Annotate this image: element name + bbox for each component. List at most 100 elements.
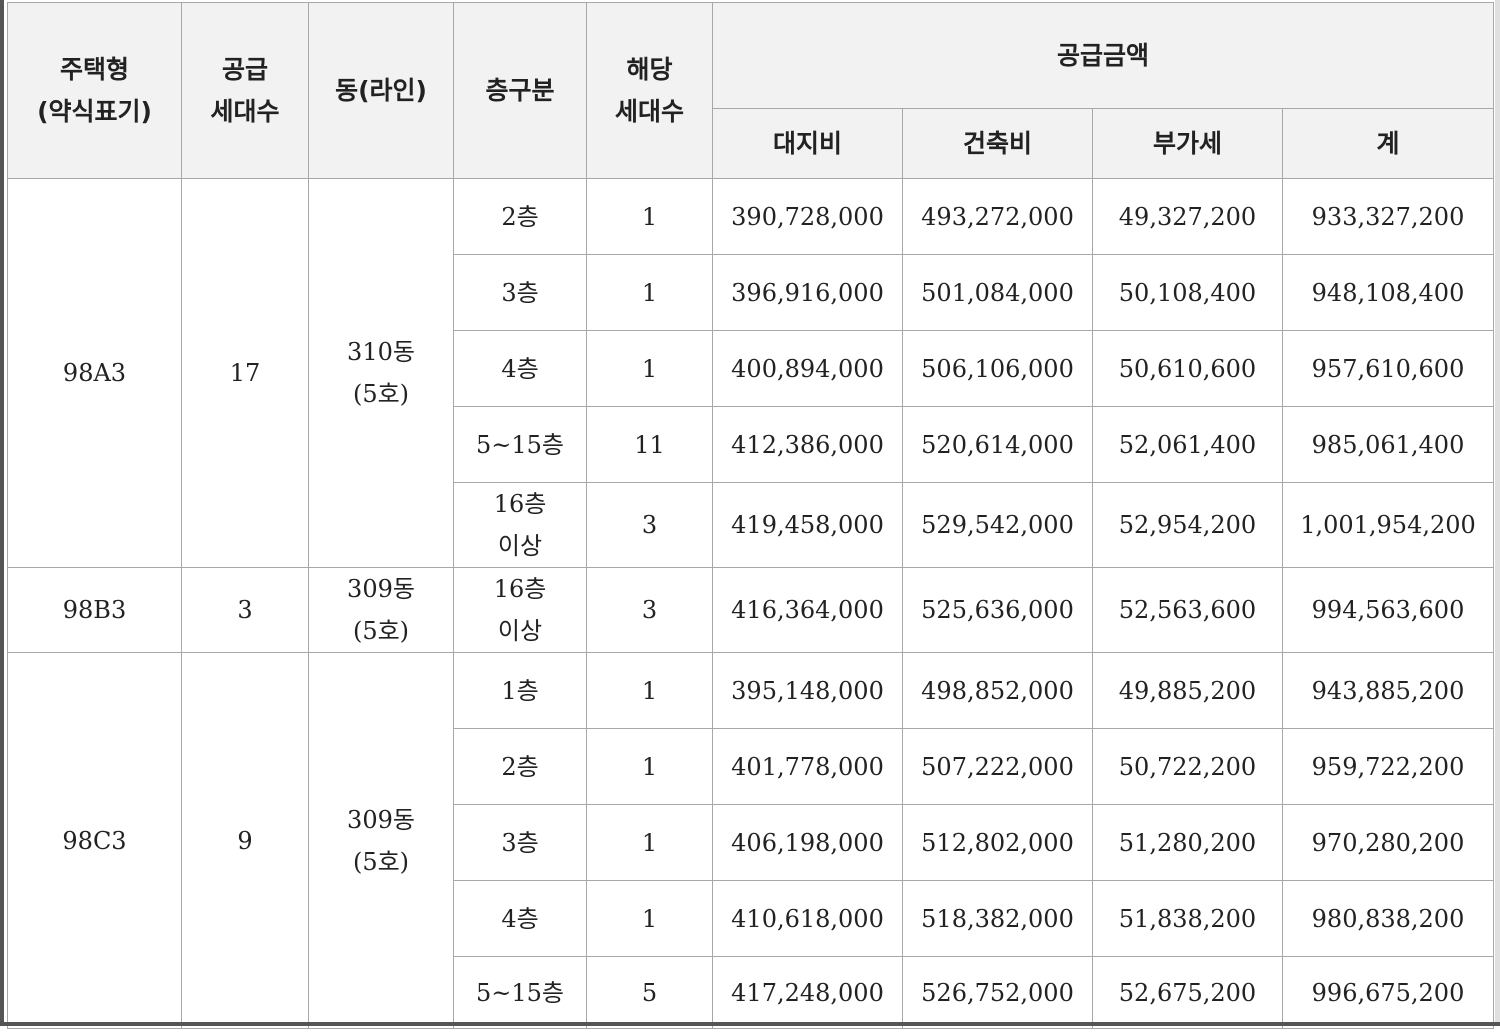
building-line-cell: 310동 (5호) [308, 178, 454, 568]
total-cell: 1,001,954,200 [1281, 482, 1495, 568]
table-right-edge [1495, 0, 1500, 1024]
building-cost-cell: 498,852,000 [902, 652, 1093, 729]
building-cost-cell: 518,382,000 [902, 880, 1093, 957]
vat-cell: 50,108,400 [1092, 254, 1283, 331]
vat-cell: 52,954,200 [1092, 482, 1283, 568]
table-header: 주택형 (약식표기) 공급 세대수 동(라인) 층구분 해당 세대수 공급금액 … [7, 2, 1495, 179]
floor-cell: 4층 [453, 880, 587, 957]
header-total: 계 [1281, 108, 1495, 179]
land-cost-cell: 395,148,000 [712, 652, 903, 729]
building-cost-cell: 507,222,000 [902, 728, 1093, 805]
count-cell: 1 [586, 728, 713, 805]
house-type-cell: 98C3 [7, 652, 182, 1029]
land-cost-cell: 416,364,000 [712, 567, 903, 653]
table-row: 4층 1 400,894,000 506,106,000 50,610,600 … [8, 330, 1495, 407]
floor-cell: 3층 [453, 804, 587, 881]
building-cost-cell: 512,802,000 [902, 804, 1093, 881]
count-cell: 1 [586, 880, 713, 957]
building-line-cell: 309동 (5호) [308, 567, 454, 653]
count-cell: 1 [586, 330, 713, 407]
building-cost-cell: 529,542,000 [902, 482, 1093, 568]
supply-price-table: 주택형 (약식표기) 공급 세대수 동(라인) 층구분 해당 세대수 공급금액 … [7, 2, 1495, 1029]
total-cell: 959,722,200 [1281, 728, 1495, 805]
table-left-border [0, 0, 4, 1024]
vat-cell: 50,610,600 [1092, 330, 1283, 407]
total-cell: 994,563,600 [1281, 567, 1495, 653]
vat-cell: 49,327,200 [1092, 178, 1283, 255]
floor-cell: 16층 이상 [453, 482, 587, 568]
vat-cell: 51,280,200 [1092, 804, 1283, 881]
total-cell: 933,327,200 [1281, 178, 1495, 255]
table-row: 98B3 3 309동 (5호) 16층 이상 3 416,364,000 52… [7, 567, 1495, 653]
house-type-cell: 98B3 [7, 567, 182, 653]
table-row: 16층 이상 3 419,458,000 529,542,000 52,954,… [8, 482, 1495, 568]
table-row: 4층 1 410,618,000 518,382,000 51,838,200 … [8, 880, 1495, 957]
table-row: 3층 1 396,916,000 501,084,000 50,108,400 … [8, 254, 1495, 331]
supply-units-cell: 17 [181, 178, 309, 568]
total-cell: 943,885,200 [1281, 652, 1495, 729]
vat-cell: 52,675,200 [1092, 956, 1283, 1029]
count-cell: 1 [586, 254, 713, 331]
land-cost-cell: 401,778,000 [712, 728, 903, 805]
floor-cell: 5~15층 [453, 956, 587, 1029]
header-building-cost: 건축비 [902, 108, 1093, 179]
table-row: 5~15층 11 412,386,000 520,614,000 52,061,… [8, 406, 1495, 483]
total-cell: 957,610,600 [1281, 330, 1495, 407]
floor-cell: 4층 [453, 330, 587, 407]
vat-cell: 49,885,200 [1092, 652, 1283, 729]
building-cost-cell: 526,752,000 [902, 956, 1093, 1029]
header-floor-group: 층구분 [453, 2, 587, 179]
header-supply-amount: 공급금액 [711, 2, 1495, 109]
count-cell: 1 [586, 178, 713, 255]
supply-units-cell: 9 [181, 652, 309, 1029]
land-cost-cell: 419,458,000 [712, 482, 903, 568]
total-cell: 980,838,200 [1281, 880, 1495, 957]
floor-cell: 2층 [453, 728, 587, 805]
building-cost-cell: 525,636,000 [902, 567, 1093, 653]
floor-cell: 1층 [453, 652, 587, 729]
vat-cell: 52,061,400 [1092, 406, 1283, 483]
price-table-container: 주택형 (약식표기) 공급 세대수 동(라인) 층구분 해당 세대수 공급금액 … [7, 2, 1495, 1029]
header-land-cost: 대지비 [712, 108, 903, 179]
table-bottom-border [0, 1022, 1500, 1026]
land-cost-cell: 410,618,000 [712, 880, 903, 957]
table-row: 98C3 9 309동 (5호) 1층 1 395,148,000 498,85… [7, 652, 1495, 1029]
land-cost-cell: 412,386,000 [712, 406, 903, 483]
building-cost-cell: 501,084,000 [902, 254, 1093, 331]
floor-cell: 2층 [453, 178, 587, 255]
count-cell: 3 [586, 567, 713, 653]
header-supply-units: 공급 세대수 [181, 2, 309, 179]
total-cell: 996,675,200 [1281, 956, 1495, 1029]
vat-cell: 51,838,200 [1092, 880, 1283, 957]
table-row: 5~15층 5 417,248,000 526,752,000 52,675,2… [8, 956, 1495, 1029]
total-cell: 985,061,400 [1281, 406, 1495, 483]
floor-cell: 3층 [453, 254, 587, 331]
land-cost-cell: 400,894,000 [712, 330, 903, 407]
total-cell: 970,280,200 [1281, 804, 1495, 881]
count-cell: 11 [586, 406, 713, 483]
building-cost-cell: 506,106,000 [902, 330, 1093, 407]
header-building-line: 동(라인) [308, 2, 454, 179]
vat-cell: 50,722,200 [1092, 728, 1283, 805]
table-row: 3층 1 406,198,000 512,802,000 51,280,200 … [8, 804, 1495, 881]
floor-cell: 16층 이상 [453, 567, 587, 653]
house-type-cell: 98A3 [7, 178, 182, 568]
land-cost-cell: 406,198,000 [712, 804, 903, 881]
count-cell: 1 [586, 652, 713, 729]
table-row: 98A3 17 310동 (5호) 2층 1 390,728,000 493,2… [7, 178, 1495, 568]
land-cost-cell: 417,248,000 [712, 956, 903, 1029]
land-cost-cell: 390,728,000 [712, 178, 903, 255]
table-row: 2층 1 401,778,000 507,222,000 50,722,200 … [8, 728, 1495, 805]
vat-cell: 52,563,600 [1092, 567, 1283, 653]
count-cell: 5 [586, 956, 713, 1029]
header-house-type: 주택형 (약식표기) [7, 2, 182, 179]
header-vat: 부가세 [1092, 108, 1283, 179]
count-cell: 1 [586, 804, 713, 881]
total-cell: 948,108,400 [1281, 254, 1495, 331]
building-cost-cell: 493,272,000 [902, 178, 1093, 255]
table-body: 98A3 17 310동 (5호) 2층 1 390,728,000 493,2… [7, 178, 1495, 1029]
building-line-cell: 309동 (5호) [308, 652, 454, 1029]
floor-cell: 5~15층 [453, 406, 587, 483]
supply-units-cell: 3 [181, 567, 309, 653]
land-cost-cell: 396,916,000 [712, 254, 903, 331]
